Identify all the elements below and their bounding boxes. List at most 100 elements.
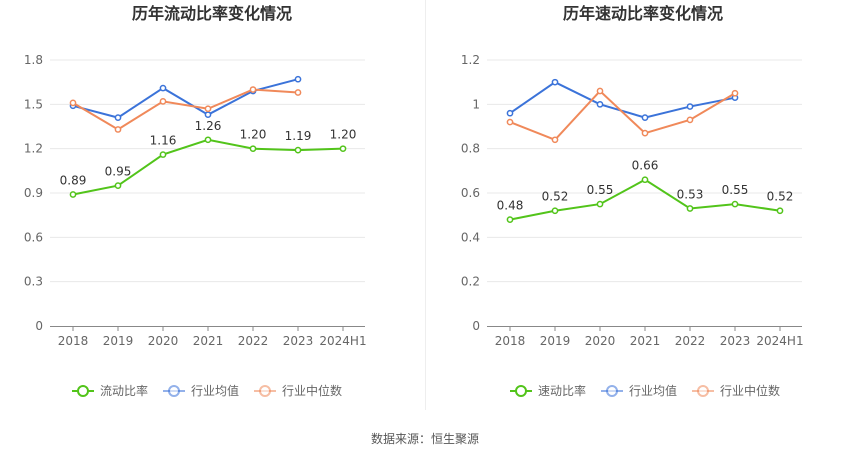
legend-marker-icon [606,385,618,397]
data-point-industry-mean [551,78,559,86]
x-tick-label: 2022 [675,334,706,348]
legend-item-industry-median[interactable]: 行业中位数 [254,383,342,398]
y-tick-label: 0.8 [461,142,480,156]
x-tick-label: 2020 [148,334,179,348]
legend-marker-icon [168,385,180,397]
data-label: 1.16 [150,134,177,148]
data-point-industry-mean [114,114,122,121]
data-point-industry-median [551,136,559,144]
data-point-industry-median [686,116,694,124]
legend-marker-icon [77,385,89,397]
series-line-industry-median [72,88,299,131]
data-point-industry-mean [159,84,167,92]
x-tick-label: 2020 [585,334,616,348]
data-point-industry-median [159,98,167,105]
data-label: 0.95 [105,165,132,179]
data-point-primary [686,205,694,212]
data-point-primary [114,182,122,189]
data-point-primary [69,191,77,198]
legend-label: 行业中位数 [282,383,342,398]
data-point-primary [731,200,739,208]
data-point-industry-mean [506,109,514,117]
data-label: 0.89 [60,173,87,187]
legend-label: 行业中位数 [720,383,780,398]
data-point-industry-median [506,118,514,126]
data-point-primary [596,200,604,208]
y-tick-label: 1.2 [461,53,480,67]
data-label: 0.52 [542,190,569,204]
data-point-industry-median [204,105,212,113]
legend-item-industry-mean[interactable]: 行业均值 [163,383,239,398]
series-line-industry-mean [72,78,299,119]
series-line-industry-median [509,89,736,141]
data-point-primary [551,207,559,215]
data-label: 0.48 [497,199,524,213]
data-point-industry-median [114,126,122,133]
x-tick-label: 2023 [720,334,751,348]
data-point-industry-mean [596,100,604,108]
x-tick-label: 2024H1 [319,334,366,348]
chart-title: 历年流动比率变化情况 [132,4,292,23]
data-point-primary [159,151,167,158]
x-tick-label: 2021 [630,334,661,348]
y-tick-label: 0.9 [24,186,43,200]
x-tick-label: 2021 [193,334,224,348]
y-tick-label: 0.2 [461,275,480,289]
legend-label: 行业均值 [191,383,239,398]
y-tick-label: 0 [35,319,43,333]
data-point-primary [776,207,784,215]
x-tick-label: 2022 [238,334,269,348]
x-tick-label: 2019 [103,334,134,348]
legend-marker-icon [697,385,709,397]
data-point-industry-median [69,99,77,107]
data-point-industry-mean [686,103,694,110]
chart-title: 历年速动比率变化情况 [563,4,723,23]
data-point-industry-median [641,129,649,137]
chart-1: 历年流动比率变化情况 0 0.3 0.6 0.9 1.2 1.5 1.8 2018 2019 202… [24,4,367,398]
y-tick-label: 0 [472,319,480,333]
data-label: 1.20 [240,128,267,142]
legend-item-industry-mean[interactable]: 行业均值 [601,383,677,398]
data-point-industry-median [249,86,257,93]
y-tick-label: 0.6 [24,230,43,244]
legend-label: 速动比率 [538,383,586,398]
x-tick-label: 2018 [495,334,526,348]
x-tick-label: 2018 [58,334,89,348]
y-tick-label: 1.8 [24,53,43,67]
legend-label: 流动比率 [100,383,148,398]
x-tick-label: 2023 [283,334,314,348]
data-label: 0.52 [767,190,794,204]
legend-item-industry-median[interactable]: 行业中位数 [692,383,780,398]
data-point-industry-median [731,89,739,97]
data-label: 0.53 [677,188,704,202]
data-label: 0.66 [632,159,659,173]
y-tick-label: 1 [472,97,480,111]
data-point-industry-mean [204,111,212,119]
data-label: 0.55 [722,183,749,197]
data-point-primary [294,146,302,154]
y-tick-label: 1.2 [24,142,43,156]
data-point-industry-median [294,89,302,96]
legend-label: 行业均值 [629,383,677,398]
y-tick-label: 0.4 [461,230,480,244]
legend-marker-icon [515,385,527,397]
data-point-industry-median [596,87,604,95]
data-label: 0.55 [587,183,614,197]
data-point-primary [249,145,257,153]
data-point-primary [339,145,347,153]
legend-marker-icon [259,385,271,397]
data-point-primary [641,176,649,184]
data-label: 1.20 [330,128,357,142]
legend-item-primary[interactable]: 速动比率 [510,383,586,398]
x-tick-label: 2024H1 [756,334,803,348]
data-label: 1.26 [195,119,222,133]
legend-item-primary[interactable]: 流动比率 [72,383,148,398]
data-point-primary [204,136,212,144]
data-point-industry-mean [294,75,302,83]
y-tick-label: 0.6 [461,186,480,200]
x-tick-label: 2019 [540,334,571,348]
y-tick-label: 0.3 [24,275,43,289]
data-source-note: 数据来源：恒生聚源 [370,432,479,446]
data-label: 1.19 [285,129,312,143]
